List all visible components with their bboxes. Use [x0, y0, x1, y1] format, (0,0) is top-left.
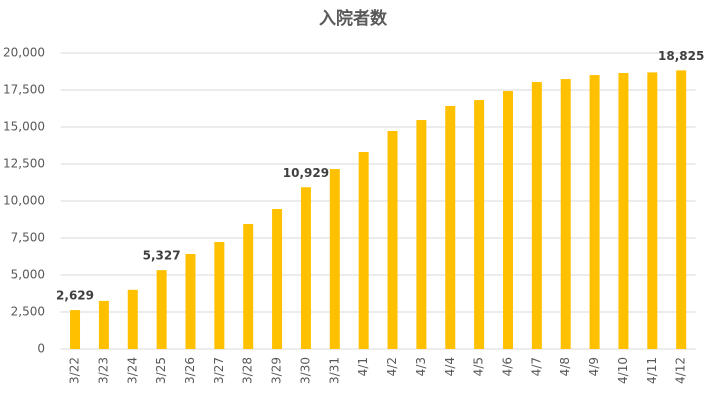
bar — [560, 79, 571, 349]
x-tick-label: 3/23 — [96, 357, 110, 384]
x-tick-label: 4/6 — [500, 357, 514, 376]
bar — [70, 310, 81, 349]
y-tick-label: 7,500 — [11, 231, 45, 245]
x-tick-label: 4/4 — [443, 357, 457, 376]
bar — [329, 169, 340, 349]
bar — [98, 300, 109, 349]
x-tick-label: 3/29 — [270, 357, 284, 384]
y-tick-label: 15,000 — [3, 120, 45, 134]
bar — [156, 270, 167, 349]
x-tick-label: 4/10 — [616, 357, 630, 384]
chart-title: 入院者数 — [319, 8, 388, 29]
bar — [185, 253, 196, 349]
bar — [445, 105, 456, 349]
bar — [300, 187, 311, 349]
bar — [676, 70, 687, 349]
bar — [387, 130, 398, 349]
x-tick-label: 3/28 — [241, 357, 255, 384]
bar — [243, 223, 254, 349]
x-tick-label: 4/1 — [356, 357, 370, 376]
bar — [272, 208, 283, 349]
x-tick-label: 3/25 — [154, 357, 168, 384]
x-tick-label: 3/31 — [327, 357, 341, 384]
bar — [647, 72, 658, 349]
x-tick-label: 4/5 — [472, 357, 486, 376]
x-tick-label: 3/30 — [298, 357, 312, 384]
x-tick-label: 3/26 — [183, 357, 197, 384]
bar — [358, 152, 369, 349]
x-tick-label: 4/12 — [674, 357, 688, 384]
y-tick-label: 12,500 — [3, 157, 45, 171]
bar — [127, 289, 138, 349]
bar — [618, 72, 629, 349]
x-tick-label: 4/8 — [558, 357, 572, 376]
bar — [531, 82, 542, 350]
data-label: 2,629 — [56, 289, 94, 303]
x-tick-label: 4/11 — [645, 357, 659, 384]
x-tick-label: 4/7 — [529, 357, 543, 376]
y-tick-label: 5,000 — [11, 268, 45, 282]
x-tick-label: 4/2 — [385, 357, 399, 376]
bar — [502, 91, 513, 349]
bar — [416, 120, 427, 349]
bar — [214, 241, 225, 349]
x-tick-label: 4/3 — [414, 357, 428, 376]
bar — [589, 75, 600, 349]
y-tick-label: 17,500 — [3, 83, 45, 97]
bar — [474, 100, 485, 350]
y-tick-label: 0 — [37, 342, 45, 356]
data-label: 18,825 — [658, 49, 704, 63]
x-tick-label: 3/24 — [125, 357, 139, 384]
data-label: 10,929 — [283, 166, 329, 180]
x-tick-label: 4/9 — [587, 357, 601, 376]
y-tick-label: 20,000 — [3, 46, 45, 60]
x-tick-label: 3/27 — [212, 357, 226, 384]
data-label: 5,327 — [143, 249, 181, 263]
y-tick-label: 2,500 — [11, 305, 45, 319]
x-tick-label: 3/22 — [68, 357, 82, 384]
y-tick-label: 10,000 — [3, 194, 45, 208]
